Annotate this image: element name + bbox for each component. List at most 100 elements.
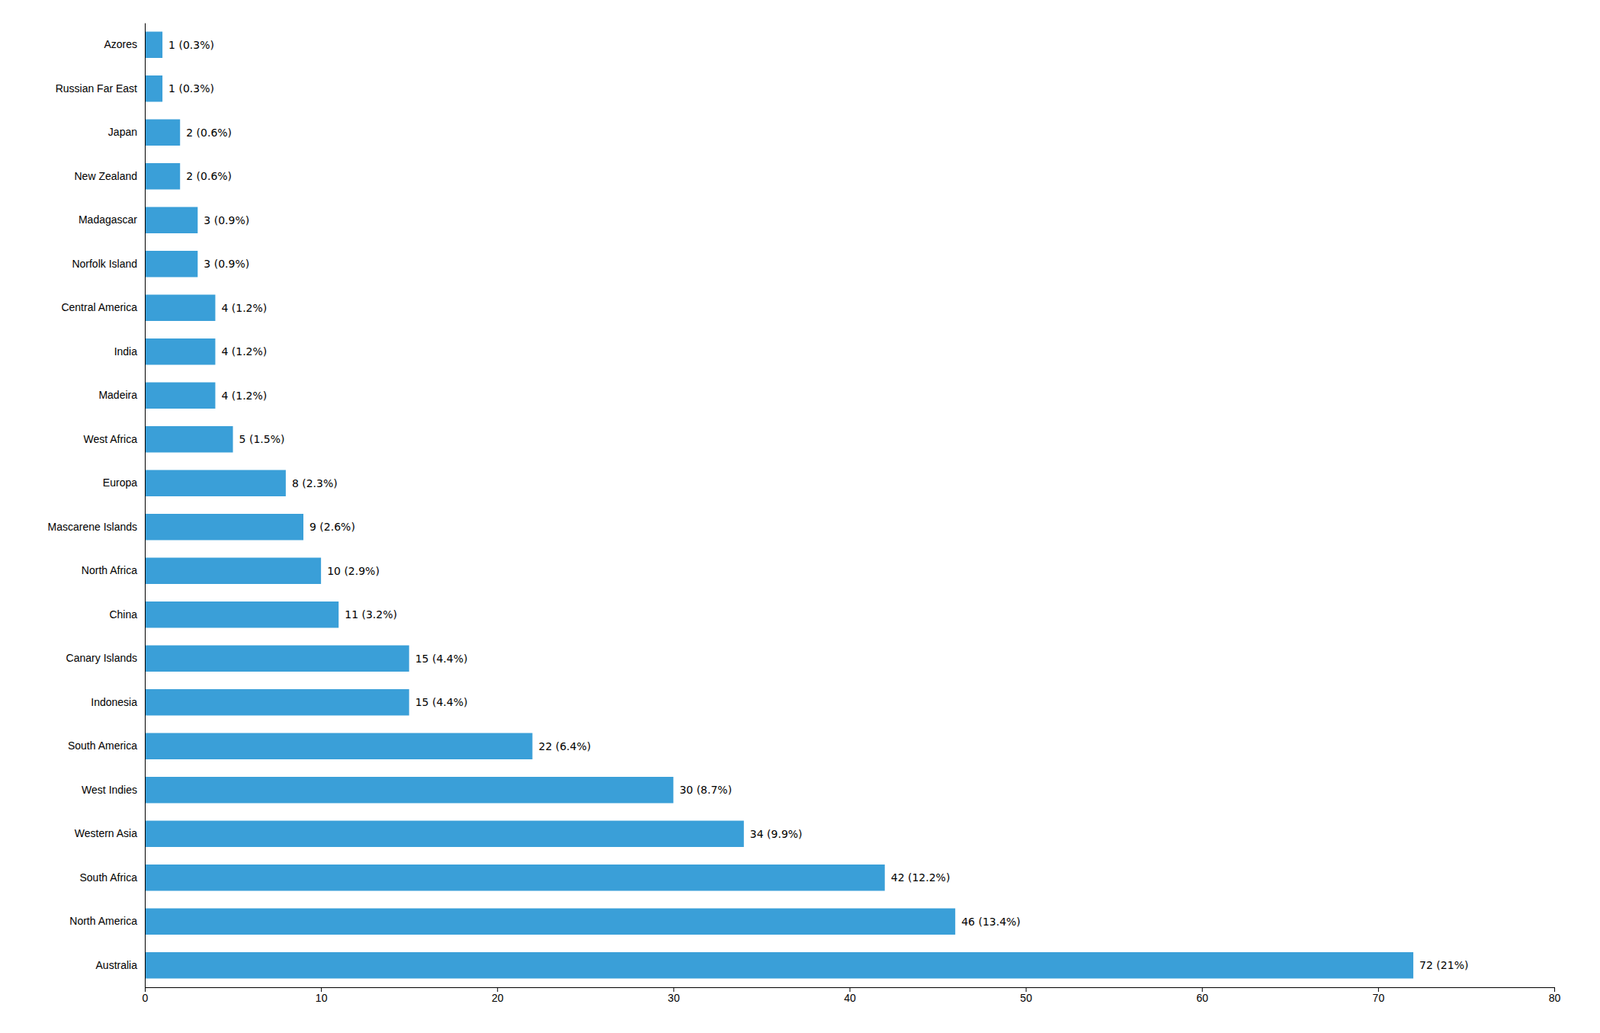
y-tick: South America	[67, 739, 138, 752]
y-tick-label: New Zealand	[74, 169, 138, 183]
bar	[144, 689, 410, 716]
bar	[144, 75, 163, 103]
y-tick: West Indies	[81, 783, 138, 796]
bar	[144, 294, 215, 322]
data-label: 34 (9.9%)	[750, 827, 803, 841]
y-tick-label: West Africa	[83, 432, 138, 446]
y-tick-label: Russian Far East	[55, 82, 138, 95]
y-tick-label: India	[114, 345, 138, 358]
bar	[144, 864, 885, 892]
x-tick-label: 40	[843, 991, 857, 1004]
data-label: 5 (1.5%)	[239, 432, 286, 446]
y-tick-label: Azores	[103, 38, 138, 51]
y-tick: South Africa	[80, 871, 138, 884]
data-label: 1 (0.3%)	[168, 82, 215, 95]
data-label: 3 (0.9%)	[203, 257, 250, 270]
data-labels: 1 (0.3%)1 (0.3%)2 (0.6%)2 (0.6%)3 (0.9%)…	[168, 38, 1469, 972]
x-tick: 50	[1019, 987, 1033, 1004]
bar	[144, 952, 1414, 979]
y-tick: Central America	[60, 301, 138, 314]
y-tick-label: South Africa	[80, 871, 138, 884]
y-tick: China	[109, 608, 138, 621]
y-tick: Madagascar	[78, 213, 138, 226]
y-tick: West Africa	[83, 432, 138, 446]
bar	[144, 207, 198, 235]
y-tick: Europa	[102, 476, 138, 489]
y-tick: Norfolk Island	[71, 257, 138, 270]
x-tick-label: 20	[491, 991, 504, 1004]
y-tick-label: North America	[69, 914, 138, 927]
chart: 0 10 20 30 40 50 60 70 80 Azores Russian Far East J…	[0, 0, 1600, 1033]
data-label: 8 (2.3%)	[291, 477, 338, 490]
y-tick-label: Mascarene Islands	[47, 520, 138, 533]
data-label: 46 (13.4%)	[961, 915, 1021, 928]
x-tick-label: 70	[1372, 991, 1386, 1004]
x-tick: 10	[315, 987, 328, 1004]
x-tick: 0	[142, 987, 149, 1004]
data-label: 2 (0.6%)	[185, 169, 232, 183]
data-label: 15 (4.4%)	[415, 652, 469, 665]
y-tick-label: Madeira	[98, 388, 138, 401]
bar	[144, 513, 304, 541]
y-tick: Mascarene Islands	[47, 520, 138, 533]
bar	[144, 32, 163, 59]
y-tick: New Zealand	[74, 169, 138, 183]
bar	[144, 426, 234, 453]
x-tick-label: 0	[142, 991, 149, 1004]
y-tick: North America	[69, 914, 138, 927]
data-label: 30 (8.7%)	[679, 783, 732, 796]
x-tick-label: 60	[1195, 991, 1209, 1004]
y-tick: Canary Islands	[66, 651, 138, 664]
x-tick-label: 30	[667, 991, 680, 1004]
bar	[144, 908, 956, 936]
bar	[144, 733, 533, 760]
bar	[144, 820, 744, 848]
y-tick: North Africa	[81, 564, 138, 577]
data-label: 1 (0.3%)	[168, 38, 215, 52]
x-tick: 80	[1548, 987, 1562, 1004]
bar	[144, 119, 180, 147]
data-label: 4 (1.2%)	[221, 345, 267, 358]
x-tick: 20	[491, 987, 504, 1004]
y-tick-label: Norfolk Island	[71, 257, 138, 270]
bar	[144, 645, 410, 673]
data-label: 3 (0.9%)	[203, 214, 250, 227]
y-tick: Australia	[96, 958, 138, 972]
y-tick-label: Indonesia	[90, 695, 138, 709]
bar	[144, 776, 674, 804]
data-label: 42 (12.2%)	[891, 871, 951, 884]
bar	[144, 163, 180, 190]
plot: 0 10 20 30 40 50 60 70 80 Azores Russian Far East J…	[47, 23, 1561, 1004]
y-tick-label: Western Asia	[74, 827, 138, 840]
data-label: 4 (1.2%)	[221, 389, 267, 402]
y-tick-label: China	[109, 608, 138, 621]
y-tick: Russian Far East	[55, 82, 138, 95]
data-label: 11 (3.2%)	[344, 608, 398, 621]
data-label: 9 (2.6%)	[309, 520, 356, 533]
y-axis: Azores Russian Far East Japan New Zealand Ma…	[47, 23, 145, 988]
data-label: 15 (4.4%)	[415, 695, 469, 709]
data-label: 72 (21%)	[1419, 958, 1469, 972]
y-tick-label: Canary Islands	[66, 651, 138, 664]
x-axis: 0 10 20 30 40 50 60 70 80	[142, 987, 1562, 1004]
y-tick-label: Japan	[108, 125, 138, 138]
y-tick-label: West Indies	[81, 783, 138, 796]
y-tick-label: South America	[67, 739, 138, 752]
bar	[144, 470, 286, 497]
y-tick: Japan	[108, 125, 138, 138]
y-axis-line	[144, 23, 146, 988]
y-tick: Azores	[103, 38, 138, 51]
bars	[144, 32, 1414, 979]
x-tick: 30	[667, 987, 680, 1004]
y-tick-label: North Africa	[81, 564, 138, 577]
y-tick: Madeira	[98, 388, 138, 401]
x-tick-label: 80	[1548, 991, 1562, 1004]
bar	[144, 382, 215, 410]
y-tick-label: Madagascar	[78, 213, 138, 226]
data-label: 10 (2.9%)	[327, 564, 380, 578]
data-label: 22 (6.4%)	[538, 740, 591, 753]
y-tick: Indonesia	[90, 695, 138, 709]
y-tick-label: Central America	[60, 301, 138, 314]
x-tick-label: 50	[1019, 991, 1033, 1004]
data-label: 4 (1.2%)	[221, 301, 267, 315]
